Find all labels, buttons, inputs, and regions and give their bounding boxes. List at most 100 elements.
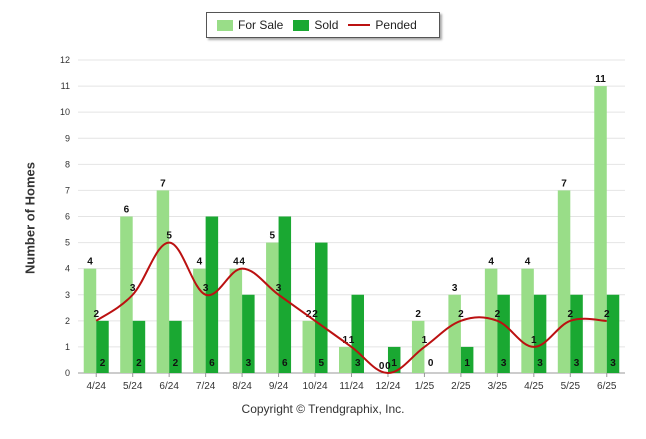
data-label-pended: 3 (130, 283, 136, 294)
data-label-for-sale: 7 (160, 178, 166, 189)
bar-sold (169, 320, 182, 373)
data-label-sold: 1 (391, 358, 397, 369)
data-label-pended: 1 (349, 335, 355, 346)
data-label-pended: 5 (166, 231, 172, 242)
x-tick-label: 6/24 (159, 381, 179, 392)
bar-sold (387, 346, 401, 373)
x-tick-label: 1/25 (415, 381, 435, 392)
y-tick-label: 5 (65, 238, 70, 248)
y-tick-label: 11 (61, 81, 70, 91)
y-tick-label: 0 (65, 368, 70, 378)
legend-label-sold: Sold (314, 18, 339, 32)
data-label-for-sale: 4 (197, 257, 203, 268)
data-label-sold: 2 (173, 358, 179, 369)
x-tick-label: 2/25 (451, 381, 471, 392)
legend-item-sold[interactable]: Sold (293, 18, 338, 32)
bar-for-sale (302, 320, 316, 373)
data-label-pended: 2 (495, 309, 501, 320)
bar-for-sale (448, 294, 461, 373)
copyright-footer: Copyright © Trendgraphix, Inc. (241, 402, 405, 416)
x-tick-label: 4/25 (524, 381, 544, 392)
bar-sold (606, 294, 620, 373)
data-label-for-sale: 3 (452, 283, 458, 294)
bar-sold (315, 242, 328, 373)
bar-for-sale (339, 346, 352, 373)
y-tick-label: 10 (60, 107, 70, 117)
x-tick-label: 5/25 (561, 381, 581, 392)
y-tick-label: 7 (65, 185, 70, 195)
data-label-pended: 2 (568, 309, 574, 320)
data-label-for-sale: 4 (87, 257, 93, 268)
y-axis-title: Number of Homes (22, 162, 38, 274)
data-label-sold: 6 (209, 358, 215, 369)
bar-sold (278, 216, 292, 373)
x-tick-label: 4/24 (86, 381, 106, 392)
x-tick-label: 9/24 (269, 381, 289, 392)
data-label-pended: 0 (385, 361, 391, 372)
bar-for-sale (521, 268, 534, 373)
x-tick-label: 6/25 (597, 381, 617, 392)
data-label-sold: 3 (610, 358, 616, 369)
data-label-sold: 3 (574, 358, 580, 369)
bar-sold (460, 346, 474, 373)
bar-sold (497, 294, 510, 373)
x-tick-label: 5/24 (123, 381, 143, 392)
y-tick-label: 8 (65, 159, 70, 169)
bar-for-sale (193, 268, 206, 373)
data-label-for-sale: 2 (306, 309, 312, 320)
data-label-sold: 5 (319, 358, 325, 369)
legend: For Sale Sold Pended (206, 12, 440, 38)
legend-swatch-for-sale (217, 19, 233, 31)
data-label-pended: 2 (604, 309, 610, 320)
x-tick-label: 8/24 (232, 381, 252, 392)
y-tick-label: 2 (65, 316, 70, 326)
data-label-sold: 2 (100, 358, 106, 369)
x-tick-label: 10/24 (303, 381, 328, 392)
legend-item-pended[interactable]: Pended (348, 18, 417, 32)
legend-swatch-pended (348, 24, 371, 26)
x-tick-label: 12/24 (375, 381, 400, 392)
legend-label-pended: Pended (375, 18, 417, 32)
y-tick-label: 1 (65, 342, 70, 352)
bar-sold (96, 320, 109, 373)
bar-for-sale (83, 268, 97, 373)
data-label-for-sale: 4 (233, 257, 239, 268)
bar-for-sale (594, 86, 607, 373)
legend-swatch-sold (293, 19, 310, 31)
y-tick-label: 4 (65, 264, 70, 274)
bar-for-sale (229, 268, 243, 373)
data-label-pended: 1 (531, 335, 537, 346)
data-label-for-sale: 11 (595, 74, 606, 85)
data-label-for-sale: 4 (488, 257, 494, 268)
data-label-pended: 2 (93, 309, 99, 320)
data-label-for-sale: 0 (379, 361, 385, 372)
y-tick-label: 9 (65, 133, 70, 143)
bar-for-sale (266, 242, 279, 373)
data-label-sold: 3 (537, 358, 543, 369)
x-tick-label: 11/24 (339, 381, 364, 392)
data-label-pended: 3 (276, 283, 282, 294)
y-tick-label: 12 (60, 55, 70, 65)
data-label-pended: 3 (203, 283, 209, 294)
data-label-pended: 4 (239, 257, 245, 268)
bar-sold (351, 294, 364, 373)
legend-label-for-sale: For Sale (238, 18, 284, 32)
bar-sold (242, 294, 255, 373)
data-label-sold: 0 (428, 358, 434, 369)
y-tick-label: 6 (65, 212, 70, 222)
bar-for-sale (411, 320, 425, 373)
line-pended (95, 241, 607, 375)
x-tick-label: 7/24 (196, 381, 216, 392)
data-label-for-sale: 7 (561, 178, 567, 189)
bar-sold (132, 320, 146, 373)
data-label-sold: 3 (355, 358, 361, 369)
data-label-pended: 2 (458, 309, 464, 320)
legend-item-for-sale[interactable]: For Sale (217, 18, 283, 32)
data-label-for-sale: 2 (415, 309, 421, 320)
data-label-sold: 3 (501, 358, 507, 369)
bar-for-sale (120, 216, 133, 373)
data-label-pended: 1 (422, 335, 428, 346)
data-label-sold: 1 (464, 358, 470, 369)
